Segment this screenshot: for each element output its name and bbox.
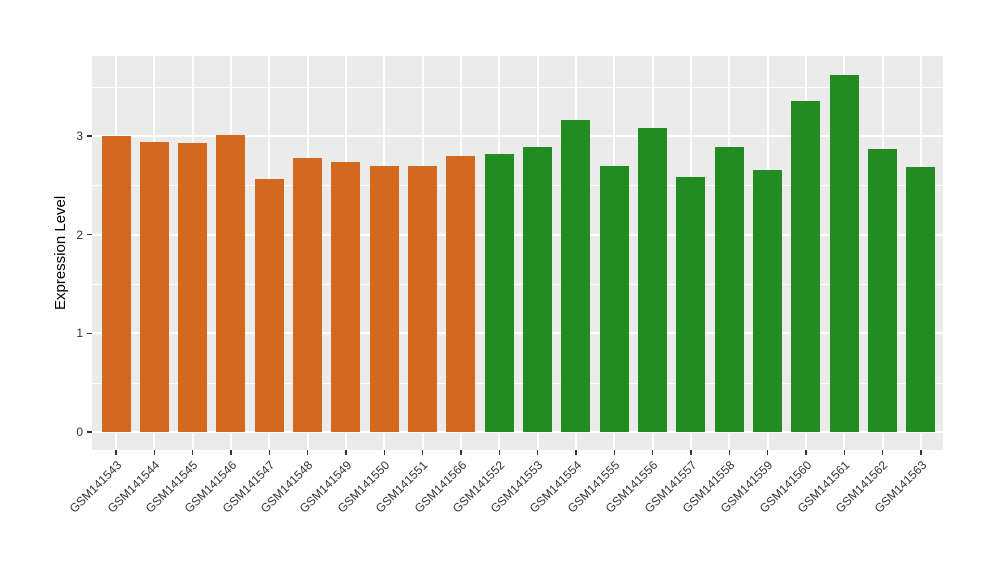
x-tick-GSM141543: [115, 450, 117, 455]
gridline-major-y-1: [92, 332, 943, 335]
gridline-minor-y-1.5: [92, 283, 943, 285]
x-tick-GSM141553: [536, 450, 539, 455]
bar-GSM141556: [638, 128, 668, 432]
y-axis-title: Expression Level: [52, 195, 69, 310]
bar-GSM141561: [829, 74, 859, 432]
x-tick-GSM141558: [728, 450, 731, 455]
bar-GSM141560: [791, 101, 821, 432]
x-tick-GSM141563: [920, 450, 922, 455]
x-tick-GSM141566: [460, 450, 462, 455]
bar-GSM141545: [178, 142, 208, 432]
y-tick-3: [87, 135, 92, 137]
y-tick-0: [87, 431, 92, 433]
bar-GSM141550: [369, 165, 399, 432]
bar-GSM141554: [561, 120, 591, 432]
gridline-minor-y-0.5: [92, 382, 943, 384]
bar-GSM141544: [139, 141, 169, 432]
x-tick-GSM141561: [843, 450, 846, 455]
y-tick-1: [87, 332, 92, 335]
bar-GSM141566: [446, 155, 476, 432]
gridline-major-y-0: [92, 431, 943, 433]
x-tick-GSM141544: [153, 450, 156, 455]
x-tick-GSM141547: [268, 450, 271, 455]
bar-GSM141562: [868, 148, 898, 432]
x-tick-GSM141557: [690, 450, 692, 455]
bar-GSM141555: [599, 166, 629, 432]
x-tick-GSM141551: [421, 450, 424, 455]
bar-GSM141552: [484, 153, 514, 432]
x-tick-GSM141546: [230, 450, 232, 455]
y-tick-label-0: 0: [76, 425, 83, 439]
bar-GSM141558: [714, 146, 744, 432]
y-tick-2: [87, 233, 92, 236]
gridline-major-y-2: [92, 233, 943, 236]
x-tick-GSM141560: [805, 450, 807, 455]
x-tick-GSM141549: [345, 450, 347, 455]
x-tick-GSM141562: [881, 450, 884, 455]
bar-GSM141546: [216, 134, 246, 432]
x-tick-GSM141554: [575, 450, 577, 455]
gridline-major-y-3: [92, 134, 943, 137]
x-tick-GSM141559: [766, 450, 769, 455]
bar-GSM141549: [331, 161, 361, 432]
x-tick-GSM141550: [383, 450, 386, 455]
x-tick-GSM141555: [613, 450, 616, 455]
bar-GSM141557: [676, 177, 706, 432]
x-tick-GSM141552: [498, 450, 501, 455]
x-tick-GSM141556: [651, 450, 654, 455]
bar-GSM141547: [254, 179, 284, 432]
bar-GSM141543: [101, 135, 131, 432]
bar-GSM141553: [523, 146, 553, 432]
y-tick-label-3: 3: [76, 128, 83, 143]
bar-GSM141563: [906, 167, 936, 432]
gridline-minor-y-2.5: [92, 185, 943, 187]
bar-GSM141548: [293, 157, 323, 432]
y-tick-label-2: 2: [76, 227, 83, 242]
gridline-minor-y-3.5: [92, 86, 943, 88]
x-tick-GSM141548: [306, 450, 309, 455]
bar-GSM141559: [753, 170, 783, 432]
x-tick-GSM141545: [191, 450, 194, 455]
y-tick-label-1: 1: [76, 326, 83, 341]
bar-GSM141551: [408, 166, 438, 432]
